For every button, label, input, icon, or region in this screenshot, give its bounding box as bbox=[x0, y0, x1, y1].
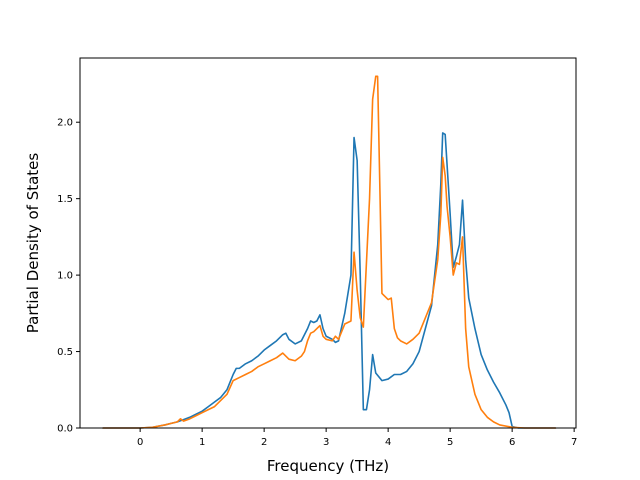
y-tick-label: 0.0 bbox=[57, 424, 73, 435]
x-tick-label: 4 bbox=[385, 437, 391, 448]
y-tick-label: 2.0 bbox=[57, 118, 73, 129]
y-axis-ticks: 0.0 0.5 1.0 1.5 2.0 bbox=[57, 118, 80, 435]
y-axis-label: Partial Density of States bbox=[24, 153, 42, 334]
series-layer bbox=[102, 75, 557, 429]
x-axis-ticks: 0 1 2 3 4 5 6 7 bbox=[137, 428, 577, 448]
y-tick-label: 0.5 bbox=[57, 347, 73, 358]
y-tick-label: 1.0 bbox=[57, 271, 73, 282]
series-line-2 bbox=[102, 75, 557, 429]
series-line-1 bbox=[102, 132, 557, 429]
x-tick-label: 3 bbox=[323, 437, 329, 448]
y-tick-label: 1.5 bbox=[57, 194, 73, 205]
x-tick-label: 5 bbox=[447, 437, 453, 448]
x-tick-label: 0 bbox=[137, 437, 143, 448]
x-tick-label: 1 bbox=[199, 437, 205, 448]
plot-frame bbox=[79, 57, 577, 429]
x-tick-label: 2 bbox=[261, 437, 267, 448]
x-tick-label: 6 bbox=[509, 437, 515, 448]
x-tick-label: 7 bbox=[571, 437, 577, 448]
x-axis-label: Frequency (THz) bbox=[267, 457, 389, 475]
